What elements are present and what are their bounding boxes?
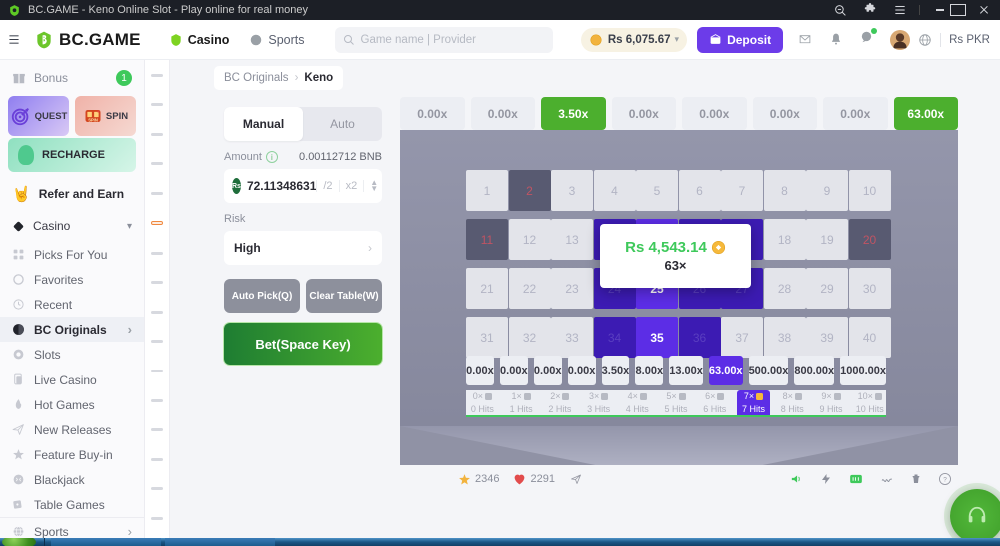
svg-text:?: ?	[943, 476, 947, 483]
svg-text:SPIN: SPIN	[88, 117, 98, 122]
